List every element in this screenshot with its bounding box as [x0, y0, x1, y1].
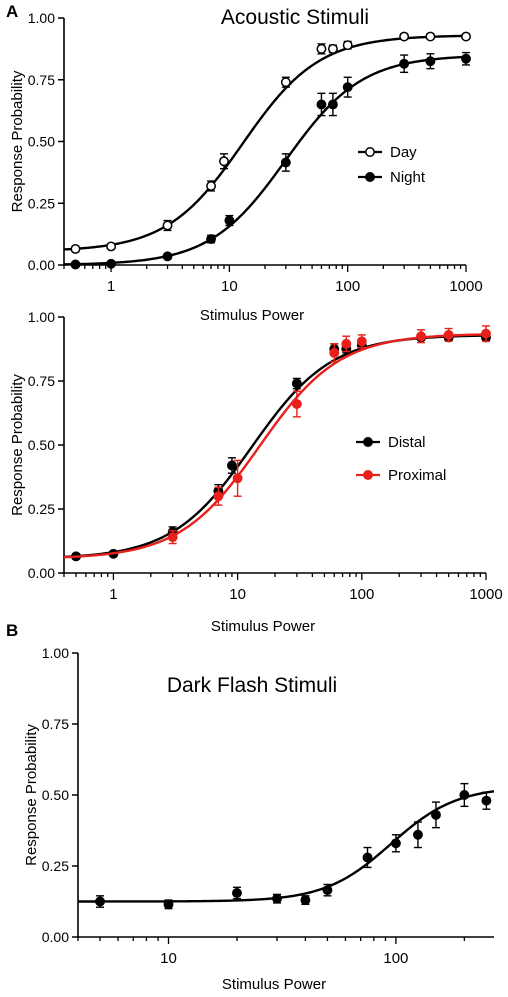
data-point: [280, 157, 291, 168]
data-point: [280, 77, 291, 88]
data-point: [342, 40, 353, 51]
data-point: [329, 347, 340, 358]
y-axis-label: Response Probability: [9, 374, 26, 516]
y-tick-label: 0.50: [28, 437, 55, 453]
legend-marker: [363, 437, 373, 447]
data-point: [206, 234, 217, 245]
data-point: [399, 31, 410, 42]
data-point: [461, 31, 471, 42]
data-point: [162, 220, 173, 231]
y-tick-label: 0.00: [42, 929, 69, 945]
chart-title: Acoustic Stimuli: [221, 6, 369, 29]
data-point: [70, 243, 81, 254]
data-point: [341, 338, 352, 349]
legend-label: Day: [390, 144, 417, 161]
data-point: [461, 53, 471, 64]
data-point: [316, 43, 327, 54]
y-tick-label: 1.00: [28, 309, 55, 325]
data-point: [291, 378, 302, 389]
data-point: [322, 885, 333, 896]
data-point: [291, 399, 302, 409]
data-point: [226, 460, 237, 471]
x-tick-label: 100: [335, 278, 360, 295]
y-axis-label: Response Probability: [9, 70, 26, 212]
panel-label-b: B: [6, 621, 19, 640]
data-point: [232, 473, 243, 484]
data-point: [425, 31, 436, 42]
data-point: [300, 895, 311, 906]
x-axis-label: Stimulus Power: [222, 976, 326, 993]
data-point: [232, 888, 242, 898]
y-tick-label: 1.00: [28, 10, 55, 26]
x-tick-label: 1: [107, 278, 115, 295]
data-point: [481, 795, 492, 806]
distal-proximal-chart: 0.00 0.25 0.50 0.75 1.00 1 10 100 1000 Stimulus P…: [9, 309, 503, 635]
fit-curve: [78, 790, 495, 903]
data-point: [162, 251, 173, 262]
legend-marker: [365, 147, 375, 157]
x-tick-label: 1: [109, 586, 117, 603]
y-tick-label: 0.00: [28, 257, 55, 273]
x-tick-label: 1000: [449, 278, 482, 295]
y-tick-label: 0.00: [28, 565, 55, 581]
data-point: [412, 829, 423, 840]
x-tick-label: 100: [349, 586, 374, 603]
x-axis-label: Stimulus Power: [211, 618, 315, 635]
y-tick-label: 0.75: [28, 373, 55, 389]
data-point: [342, 82, 353, 93]
legend-label: Proximal: [388, 467, 446, 484]
data-point: [443, 329, 454, 340]
chart-title: Dark Flash Stimuli: [167, 674, 337, 697]
data-point: [167, 532, 178, 543]
fit-curve: [63, 55, 467, 266]
data-point: [106, 258, 117, 269]
data-point: [481, 328, 491, 339]
legend-marker: [363, 470, 373, 480]
acoustic-stimuli-chart: 0.00 0.25 0.50 0.75 1.00 1 10 100 1000 Stimulus P…: [9, 6, 483, 324]
data-point: [316, 99, 327, 110]
fit-curve: [63, 333, 487, 559]
data-point: [390, 838, 401, 849]
data-point: [327, 43, 338, 54]
legend-label: Distal: [388, 434, 426, 451]
legend-marker: [365, 172, 375, 182]
data-point: [206, 181, 217, 191]
data-point: [106, 241, 117, 252]
y-axis-label: Response Probability: [23, 724, 40, 866]
data-point: [399, 58, 410, 69]
y-tick-label: 0.25: [28, 501, 55, 517]
dark-flash-stimuli-chart: 0.00 0.25 0.50 0.75 1.00 10 100 Stimulus Power R…: [23, 645, 495, 993]
data-point: [95, 896, 105, 907]
data-point: [272, 893, 282, 904]
data-point: [224, 215, 235, 226]
x-tick-label: 1000: [469, 586, 502, 603]
x-tick-label: 10: [160, 950, 177, 967]
y-tick-label: 0.25: [28, 195, 55, 211]
data-point: [163, 899, 174, 910]
y-tick-label: 0.50: [28, 134, 55, 150]
y-tick-label: 0.50: [42, 787, 69, 803]
panel-label-a: A: [6, 2, 19, 21]
x-tick-label: 10: [229, 586, 246, 603]
x-axis-label: Stimulus Power: [200, 307, 304, 324]
x-tick-label: 10: [221, 278, 238, 295]
data-point: [459, 790, 470, 800]
data-point: [219, 156, 229, 167]
data-point: [327, 99, 338, 110]
data-point: [425, 56, 436, 67]
data-point: [362, 852, 373, 863]
y-tick-label: 1.00: [42, 645, 69, 661]
legend-label: Night: [390, 169, 426, 186]
data-point: [430, 809, 441, 820]
data-point: [356, 336, 367, 347]
fit-curve: [63, 34, 467, 251]
x-tick-label: 100: [383, 950, 408, 967]
y-tick-label: 0.75: [42, 716, 69, 732]
data-point: [416, 331, 427, 342]
y-tick-label: 0.25: [42, 858, 69, 874]
y-tick-label: 0.75: [28, 72, 55, 88]
data-point: [70, 259, 81, 270]
data-point: [213, 491, 224, 502]
